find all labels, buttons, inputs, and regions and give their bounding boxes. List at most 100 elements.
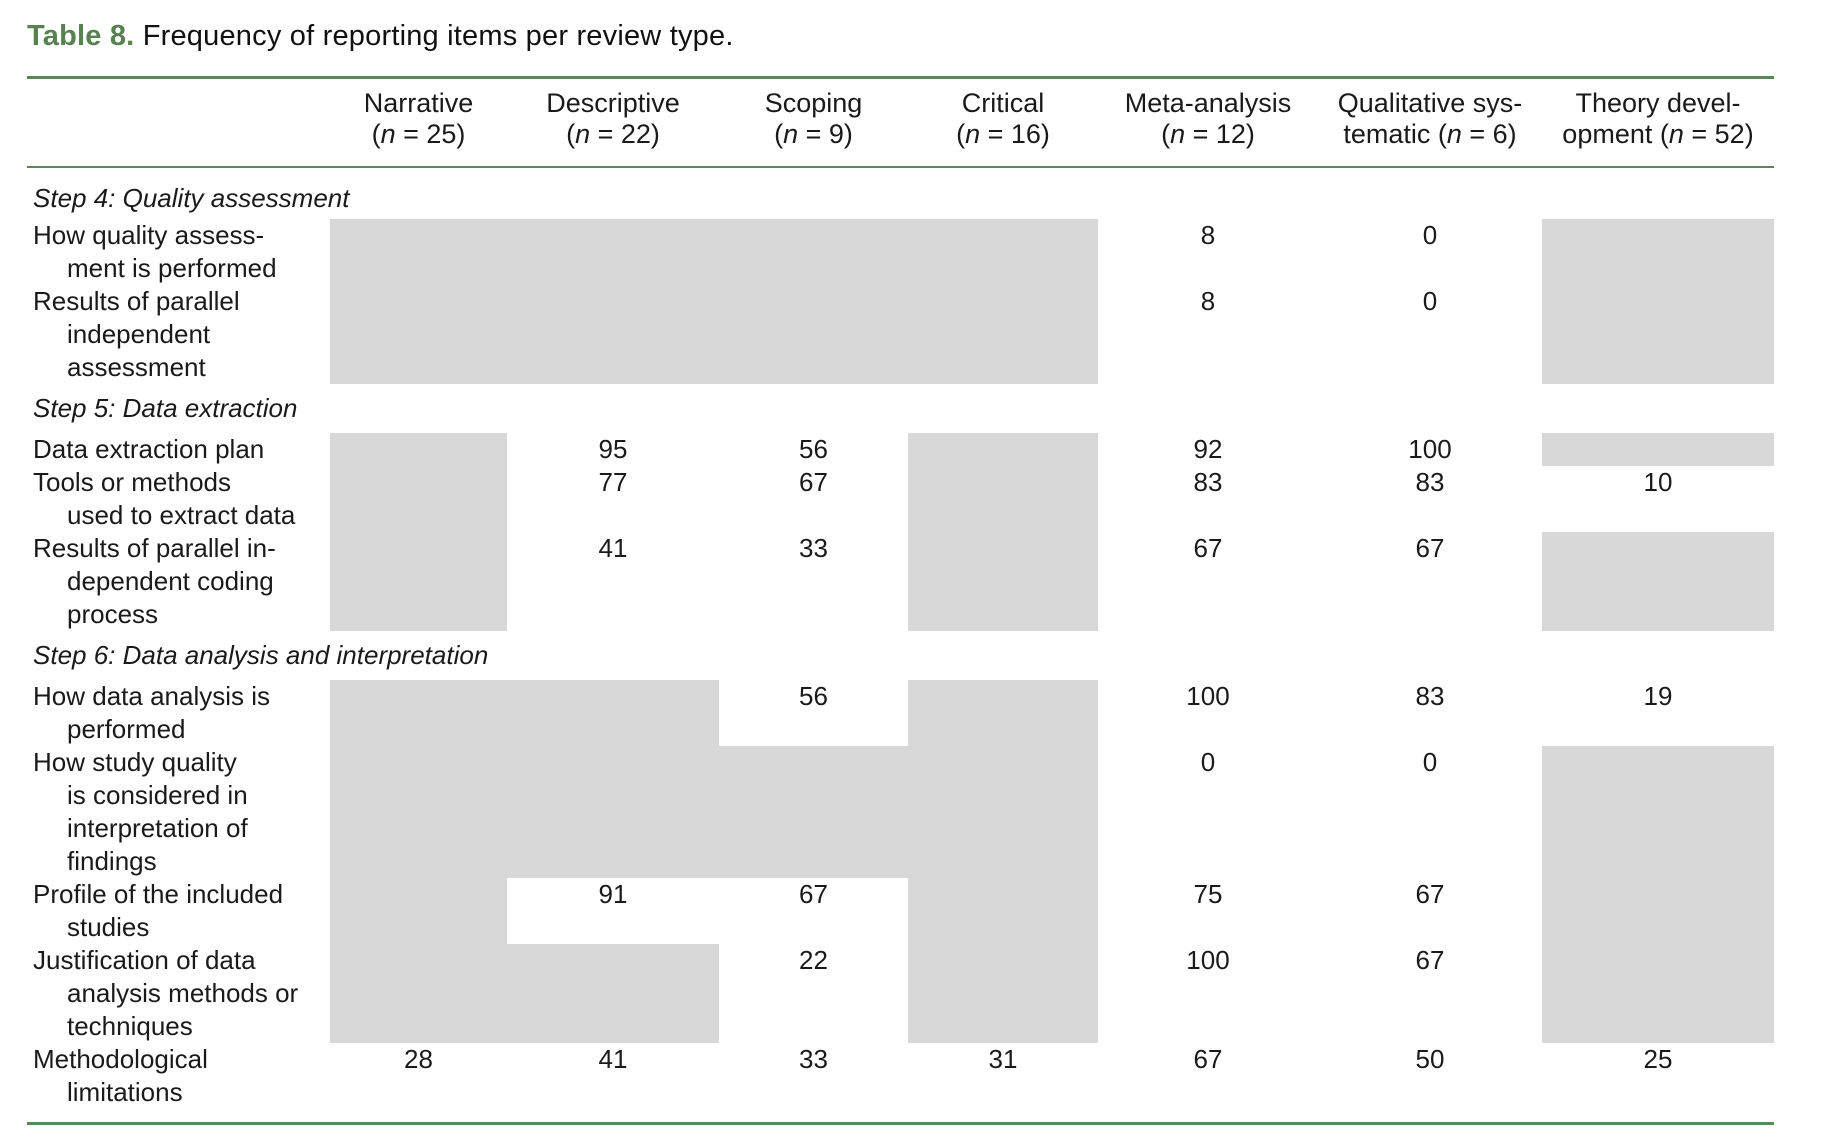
row-label-line: Results of parallel	[33, 286, 240, 316]
row-label: Results of parallel independent assessment	[27, 285, 330, 384]
table-row: Data extraction plan 95 56 92 100	[27, 433, 1774, 466]
na-gray-cell	[908, 219, 1098, 285]
row-label-line: independent	[67, 319, 211, 349]
value-cell: 95	[598, 434, 628, 464]
row-label-line: How data analysis is	[33, 681, 270, 711]
na-gray-cell	[330, 878, 507, 944]
value-cell: 77	[598, 467, 628, 497]
value-cell: 0	[1422, 286, 1438, 316]
table-row: How data analysis is performed 56 100 83 19	[27, 680, 1774, 746]
bottom-rule	[27, 1122, 1774, 1125]
column-header-line1: Qualitative sys-	[1337, 88, 1523, 118]
value-cell: 67	[799, 879, 828, 909]
row-label-line: dependent coding	[67, 566, 274, 596]
na-gray-cell	[330, 219, 507, 285]
value-cell: 22	[799, 945, 828, 975]
value-cell: 0	[1200, 747, 1216, 777]
value-cell: 50	[1415, 1044, 1445, 1074]
italic-n: n	[1446, 119, 1462, 149]
column-header: Critical (n = 16)	[908, 79, 1098, 166]
value-cell: 83	[1415, 467, 1445, 497]
column-header-line1: Critical	[961, 88, 1045, 118]
na-gray-cell	[507, 219, 719, 285]
row-label-line: findings	[67, 846, 157, 876]
value-cell: 67	[1415, 533, 1445, 563]
row-label-line: performed	[67, 714, 186, 744]
na-gray-cell	[1542, 433, 1774, 466]
na-gray-cell	[1542, 285, 1774, 384]
row-label-line: is considered in	[67, 780, 248, 810]
value-cell: 83	[1415, 681, 1445, 711]
value-cell: 33	[799, 1044, 828, 1074]
na-gray-cell	[330, 746, 507, 878]
value-cell: 67	[1193, 533, 1223, 563]
na-gray-cell	[507, 746, 719, 878]
value-cell: 67	[1415, 879, 1445, 909]
header-row: Narrative (n = 25) Descriptive (n = 22) Scop…	[27, 79, 1774, 166]
na-gray-cell	[908, 746, 1098, 878]
value-cell: 56	[799, 681, 828, 711]
row-label: Results of parallel in-dependent coding p…	[27, 532, 330, 631]
row-label-line: Results of parallel in-	[33, 533, 276, 563]
na-gray-cell	[1542, 878, 1774, 944]
italic-n: n	[783, 119, 799, 149]
value-cell: 19	[1643, 681, 1673, 711]
column-header-line1: Descriptive	[546, 88, 680, 118]
column-header-line2: (n = 9)	[774, 119, 853, 149]
value-cell: 67	[1193, 1044, 1223, 1074]
na-gray-cell	[719, 285, 908, 384]
table-row: Results of parallel independent assessment…	[27, 285, 1774, 384]
top-rule	[27, 76, 1774, 79]
na-gray-cell	[908, 433, 1098, 466]
na-gray-cell	[507, 285, 719, 384]
row-label: Data extraction plan	[27, 433, 330, 466]
row-label-line: How quality assess-	[33, 220, 265, 250]
value-cell: 100	[1186, 945, 1230, 975]
column-header-line1: Narrative	[363, 88, 474, 118]
value-cell: 67	[799, 467, 828, 497]
na-gray-cell	[1542, 219, 1774, 285]
row-label-line: process	[67, 599, 159, 629]
header-spacer	[27, 79, 330, 166]
value-cell: 67	[1415, 945, 1445, 975]
na-gray-cell	[908, 532, 1098, 631]
na-gray-cell	[908, 944, 1098, 1043]
section-heading: Step 4: Quality assessment	[33, 183, 350, 213]
row-label-line: Justification of data	[33, 945, 256, 975]
row-label: Methodological limitations	[27, 1043, 330, 1109]
table-row: How quality assess-ment is performed 8 0	[27, 219, 1774, 285]
na-gray-cell	[908, 285, 1098, 384]
value-cell: 28	[404, 1044, 433, 1074]
table-number-label: Table 8.	[27, 20, 135, 52]
na-gray-cell	[719, 219, 908, 285]
column-header-line2: tematic (n = 6)	[1343, 119, 1517, 149]
value-cell: 0	[1422, 220, 1438, 250]
value-cell: 83	[1193, 467, 1223, 497]
na-gray-cell	[330, 944, 507, 1043]
italic-n: n	[380, 119, 396, 149]
value-cell: 41	[598, 1044, 628, 1074]
value-cell: 91	[598, 879, 628, 909]
column-header: Meta-analysis (n = 12)	[1098, 79, 1318, 166]
value-cell: 0	[1422, 747, 1438, 777]
row-label: Justification of data analysis methods or…	[27, 944, 330, 1043]
row-label: Profile of the included studies	[27, 878, 330, 944]
row-label: How data analysis is performed	[27, 680, 330, 746]
na-gray-cell	[719, 746, 908, 878]
row-label-line: Profile of the included	[33, 879, 284, 909]
italic-n: n	[1170, 119, 1186, 149]
na-gray-cell	[908, 680, 1098, 746]
column-header: Descriptive (n = 22)	[507, 79, 719, 166]
na-gray-cell	[330, 466, 507, 532]
column-header-line2: (n = 22)	[566, 119, 660, 149]
column-header: Scoping (n = 9)	[719, 79, 908, 166]
value-cell: 41	[598, 533, 628, 563]
column-header-line2: (n = 16)	[956, 119, 1050, 149]
row-label-line: How study quality	[33, 747, 237, 777]
na-gray-cell	[507, 680, 719, 746]
value-cell: 75	[1193, 879, 1223, 909]
na-gray-cell	[330, 433, 507, 466]
row-label-line: used to extract data	[67, 500, 296, 530]
row-label-line: assessment	[67, 352, 206, 382]
italic-n: n	[965, 119, 981, 149]
